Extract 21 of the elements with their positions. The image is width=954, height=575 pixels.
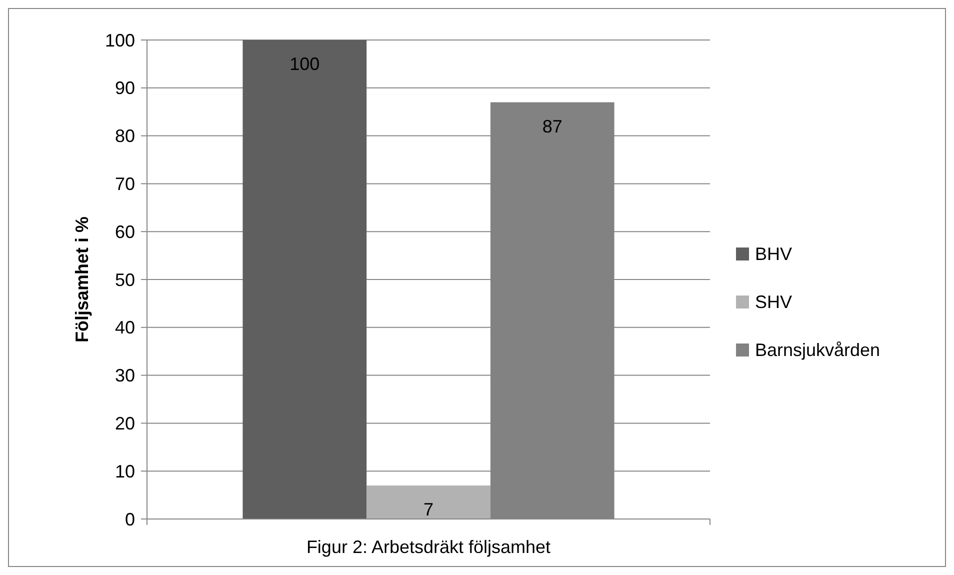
bar [242, 40, 367, 519]
y-tick-label: 30 [114, 366, 135, 386]
y-tick-label: 80 [114, 126, 135, 146]
y-tick-label: 100 [104, 30, 135, 50]
x-axis-title: Figur 2: Arbetsdräkt följsamhet [306, 537, 551, 557]
legend-label: SHV [755, 292, 792, 312]
y-tick-label: 40 [114, 318, 135, 338]
y-tick-label: 70 [114, 174, 135, 194]
data-label: 7 [423, 499, 434, 520]
data-label: 87 [542, 116, 562, 136]
y-tick-label: 10 [114, 461, 135, 482]
y-tick-label: 90 [114, 78, 135, 98]
y-tick-label: 0 [124, 509, 135, 530]
legend-label: BHV [755, 244, 792, 264]
y-tick-label: 20 [114, 414, 135, 434]
y-axis-title: Följsamhet i % [72, 216, 92, 343]
bar [366, 485, 490, 519]
y-tick-label: 60 [114, 222, 135, 242]
data-label: 100 [290, 54, 320, 74]
y-tick-label: 50 [114, 270, 135, 290]
legend-label: Barnsjukvården [755, 340, 880, 360]
